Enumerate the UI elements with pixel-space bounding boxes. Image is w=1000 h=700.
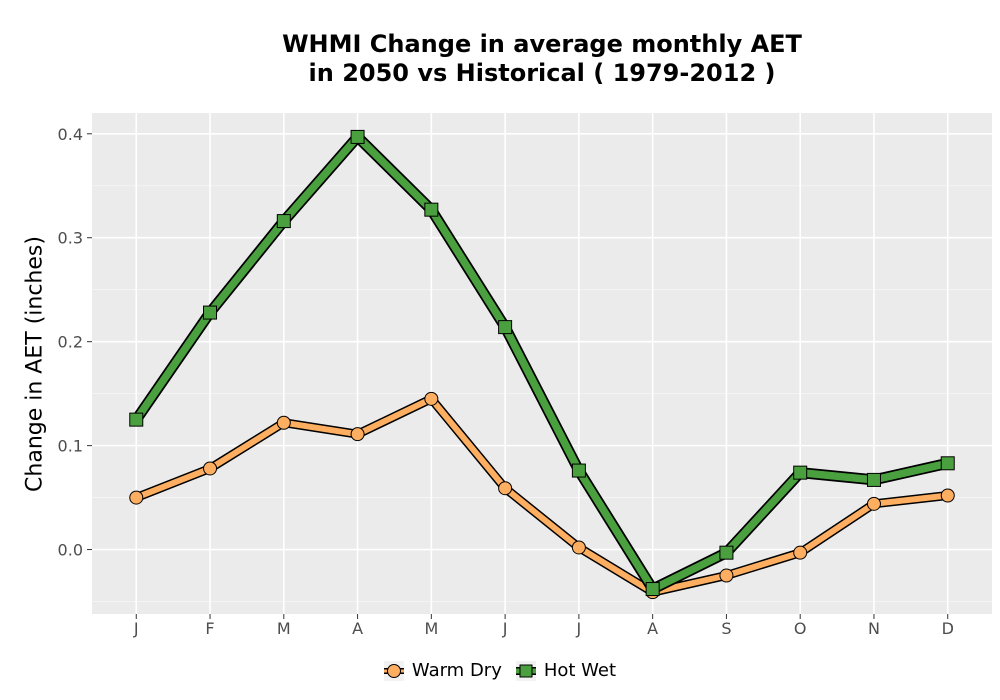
data-point-warm-dry (424, 391, 439, 406)
legend-label-hot-wet: Hot Wet (543, 660, 617, 681)
data-point-hot-wet (498, 320, 513, 335)
x-tick-label: J (502, 619, 508, 638)
data-point-warm-dry (350, 427, 365, 442)
series-line-hot-wet (133, 133, 949, 593)
data-point-hot-wet (129, 412, 144, 427)
x-tick-label: N (868, 619, 880, 638)
y-tick-label: 0.2 (58, 333, 83, 352)
plot-panel (92, 113, 992, 614)
data-point-warm-dry (719, 568, 734, 583)
data-point-warm-dry (940, 488, 955, 503)
x-tick-label: F (205, 619, 214, 638)
data-point-warm-dry (866, 496, 881, 511)
chart-title-line-2: in 2050 vs Historical ( 1979-2012 ) (308, 59, 776, 87)
data-point-warm-dry (793, 545, 808, 560)
x-tick-label: J (133, 619, 139, 638)
legend-item-hot-wet: Hot Wet (515, 660, 617, 681)
data-point-hot-wet (866, 472, 881, 487)
x-tick-label: S (721, 619, 731, 638)
data-point-warm-dry (129, 490, 144, 505)
x-tick-label: O (794, 619, 807, 638)
data-point-hot-wet (424, 202, 439, 217)
data-point-hot-wet (940, 456, 955, 471)
data-point-hot-wet (719, 545, 734, 560)
x-tick-label: A (647, 619, 658, 638)
data-point-warm-dry (498, 481, 513, 496)
legend-label-warm-dry: Warm Dry (411, 660, 502, 681)
data-point-hot-wet (645, 582, 660, 597)
data-point-hot-wet (203, 305, 218, 320)
legend: Warm Dry Hot Wet (0, 660, 1000, 681)
y-tick-label: 0.1 (58, 437, 83, 456)
data-point-hot-wet (793, 465, 808, 480)
legend-key-warm-dry (383, 660, 404, 681)
x-tick-label: M (277, 619, 291, 638)
x-tick-label: J (576, 619, 582, 638)
data-point-warm-dry (276, 415, 291, 430)
y-tick-label: 0.4 (58, 125, 83, 144)
chart-title-line-1: WHMI Change in average monthly AET (282, 30, 802, 58)
legend-key-hot-wet (515, 660, 536, 681)
data-point-warm-dry (571, 540, 586, 555)
data-point-hot-wet (571, 463, 586, 478)
x-tick-label: A (352, 619, 363, 638)
x-tick-label: M (424, 619, 438, 638)
legend-item-warm-dry: Warm Dry (383, 660, 502, 681)
y-tick-label: 0.3 (58, 229, 83, 248)
series-line-warm-dry (135, 395, 949, 596)
y-tick-label: 0.0 (58, 541, 83, 560)
x-tick-label: D (942, 619, 954, 638)
data-point-warm-dry (203, 461, 218, 476)
data-point-hot-wet (276, 214, 291, 229)
data-point-hot-wet (350, 129, 365, 144)
